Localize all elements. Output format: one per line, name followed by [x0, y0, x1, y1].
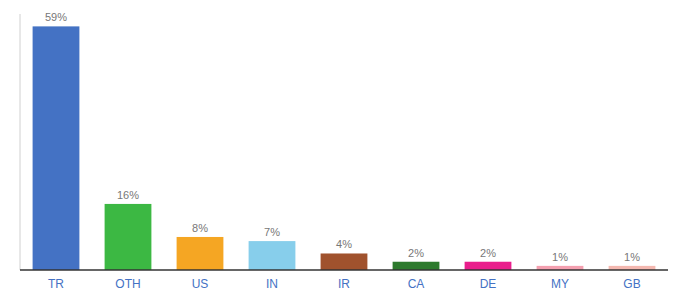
- bar: [33, 26, 80, 270]
- y-axis-line: [20, 14, 21, 270]
- data-label: 16%: [117, 189, 139, 201]
- bar: [249, 241, 296, 270]
- bar: [465, 262, 512, 270]
- data-label: 7%: [264, 226, 280, 238]
- x-tick-label: MY: [551, 277, 569, 291]
- bar: [105, 204, 152, 270]
- x-tick-label: IR: [338, 277, 350, 291]
- bar: [321, 253, 368, 270]
- x-tick-label: GB: [623, 277, 640, 291]
- x-axis-line: [20, 269, 668, 271]
- bars: [33, 26, 656, 270]
- x-tick-label: OTH: [115, 277, 140, 291]
- x-tick-label: CA: [408, 277, 425, 291]
- data-label: 8%: [192, 222, 208, 234]
- x-tick-label: IN: [266, 277, 278, 291]
- data-label: 1%: [552, 251, 568, 263]
- data-label: 2%: [408, 247, 424, 259]
- data-label: 59%: [45, 11, 67, 23]
- x-tick-label: DE: [480, 277, 497, 291]
- x-tick-label: TR: [48, 277, 64, 291]
- chart: TR OTH US IN IR CA DE MY GB 59% 16% 8% 7% 4% 2% 2% 1% 1%: [0, 0, 680, 300]
- chart-container: TR OTH US IN IR CA DE MY GB 59% 16% 8% 7% 4% 2% 2% 1% 1%: [0, 0, 680, 300]
- data-label: 2%: [480, 247, 496, 259]
- data-label: 1%: [624, 251, 640, 263]
- bar: [393, 262, 440, 270]
- x-tick-label: US: [192, 277, 209, 291]
- bar: [177, 237, 224, 270]
- data-label: 4%: [336, 238, 352, 250]
